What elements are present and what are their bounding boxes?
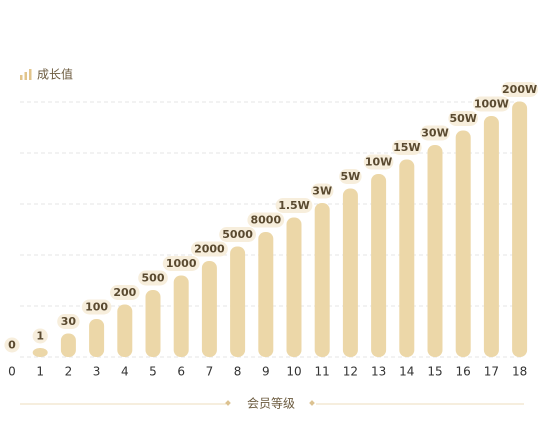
- bar: [371, 174, 387, 357]
- x-tick-label: 1: [36, 365, 44, 379]
- x-tick-label: 3: [93, 365, 101, 379]
- x-tick-label: 10: [286, 365, 301, 379]
- value-label: 200: [113, 286, 136, 299]
- legend-icon: [29, 69, 32, 80]
- value-label: 100W: [474, 98, 509, 111]
- bar: [258, 232, 274, 357]
- x-tick-label: 13: [371, 365, 386, 379]
- legend: 成长值: [20, 67, 73, 82]
- value-label: 10W: [365, 156, 392, 169]
- value-label-bg: [448, 111, 478, 126]
- x-tick-label: 17: [484, 365, 499, 379]
- value-label-bg: [110, 285, 140, 300]
- bar: [286, 217, 302, 357]
- value-label: 0: [8, 339, 16, 352]
- bar: [314, 203, 330, 357]
- bar: [145, 290, 161, 357]
- bar: [32, 348, 48, 357]
- value-label: 5W: [341, 170, 361, 183]
- value-label: 2000: [194, 243, 225, 256]
- value-label: 15W: [393, 141, 420, 154]
- value-label: 8000: [250, 214, 281, 227]
- bar: [512, 101, 528, 357]
- value-label-bg: [363, 154, 394, 170]
- value-label: 3W: [312, 185, 332, 198]
- bar: [427, 145, 443, 357]
- x-tick-label: 4: [121, 365, 129, 379]
- x-tick-label: 2: [65, 365, 73, 379]
- value-label: 100: [85, 301, 108, 314]
- value-label: 1: [36, 330, 44, 343]
- x-tick-label: 16: [456, 365, 471, 379]
- value-label: 1000: [166, 257, 197, 270]
- bar: [89, 319, 105, 357]
- bar: [173, 275, 189, 357]
- value-label: 1.5W: [278, 199, 310, 212]
- bar: [201, 261, 217, 357]
- value-label: 50W: [449, 112, 476, 125]
- x-tick-label: 9: [262, 365, 270, 379]
- value-label: 30W: [421, 127, 448, 140]
- x-tick-label: 15: [427, 365, 442, 379]
- x-title: 会员等级: [20, 397, 524, 411]
- diamond: [225, 400, 231, 406]
- value-label-bg: [275, 198, 313, 213]
- legend-icon: [24, 72, 27, 80]
- x-tick-label: 7: [206, 365, 214, 379]
- bar: [342, 188, 358, 357]
- bar: [483, 116, 499, 357]
- value-label-bg: [339, 169, 362, 184]
- x-tick-label: 18: [512, 365, 527, 379]
- bar: [230, 246, 246, 357]
- value-label-bg: [392, 140, 422, 155]
- value-label: 30: [61, 315, 77, 328]
- bar: [399, 159, 415, 357]
- value-label-bg: [473, 96, 510, 112]
- legend-label: 成长值: [37, 67, 73, 82]
- value-label-bg: [162, 256, 200, 271]
- value-label-bg: [138, 270, 168, 286]
- value-label-bg: [311, 183, 334, 199]
- diamond: [309, 400, 315, 406]
- value-label: 500: [142, 272, 165, 285]
- value-label-bg: [247, 212, 285, 228]
- x-tick-label: 12: [343, 365, 358, 379]
- value-label-bg: [191, 241, 228, 257]
- legend-icon: [20, 75, 23, 80]
- x-tick-label: 14: [399, 365, 414, 379]
- bar: [455, 130, 471, 357]
- bar: [60, 333, 76, 357]
- value-label-bg: [219, 227, 256, 242]
- value-label-bg: [420, 125, 450, 141]
- value-label-bg: [81, 299, 112, 315]
- value-label-bg: [32, 328, 48, 344]
- value-label: 200W: [502, 83, 537, 96]
- x-tick-label: 5: [149, 365, 157, 379]
- x-tick-label: 6: [177, 365, 185, 379]
- value-label-bg: [57, 314, 80, 329]
- x-tick-label: 11: [315, 365, 330, 379]
- x-tick-label: 0: [8, 365, 16, 379]
- bar: [117, 304, 133, 357]
- value-label-bg: [4, 337, 20, 353]
- x-tick-label: 8: [234, 365, 242, 379]
- value-label-bg: [501, 82, 538, 97]
- x-axis-title: 会员等级: [247, 397, 295, 411]
- value-label: 5000: [222, 228, 253, 241]
